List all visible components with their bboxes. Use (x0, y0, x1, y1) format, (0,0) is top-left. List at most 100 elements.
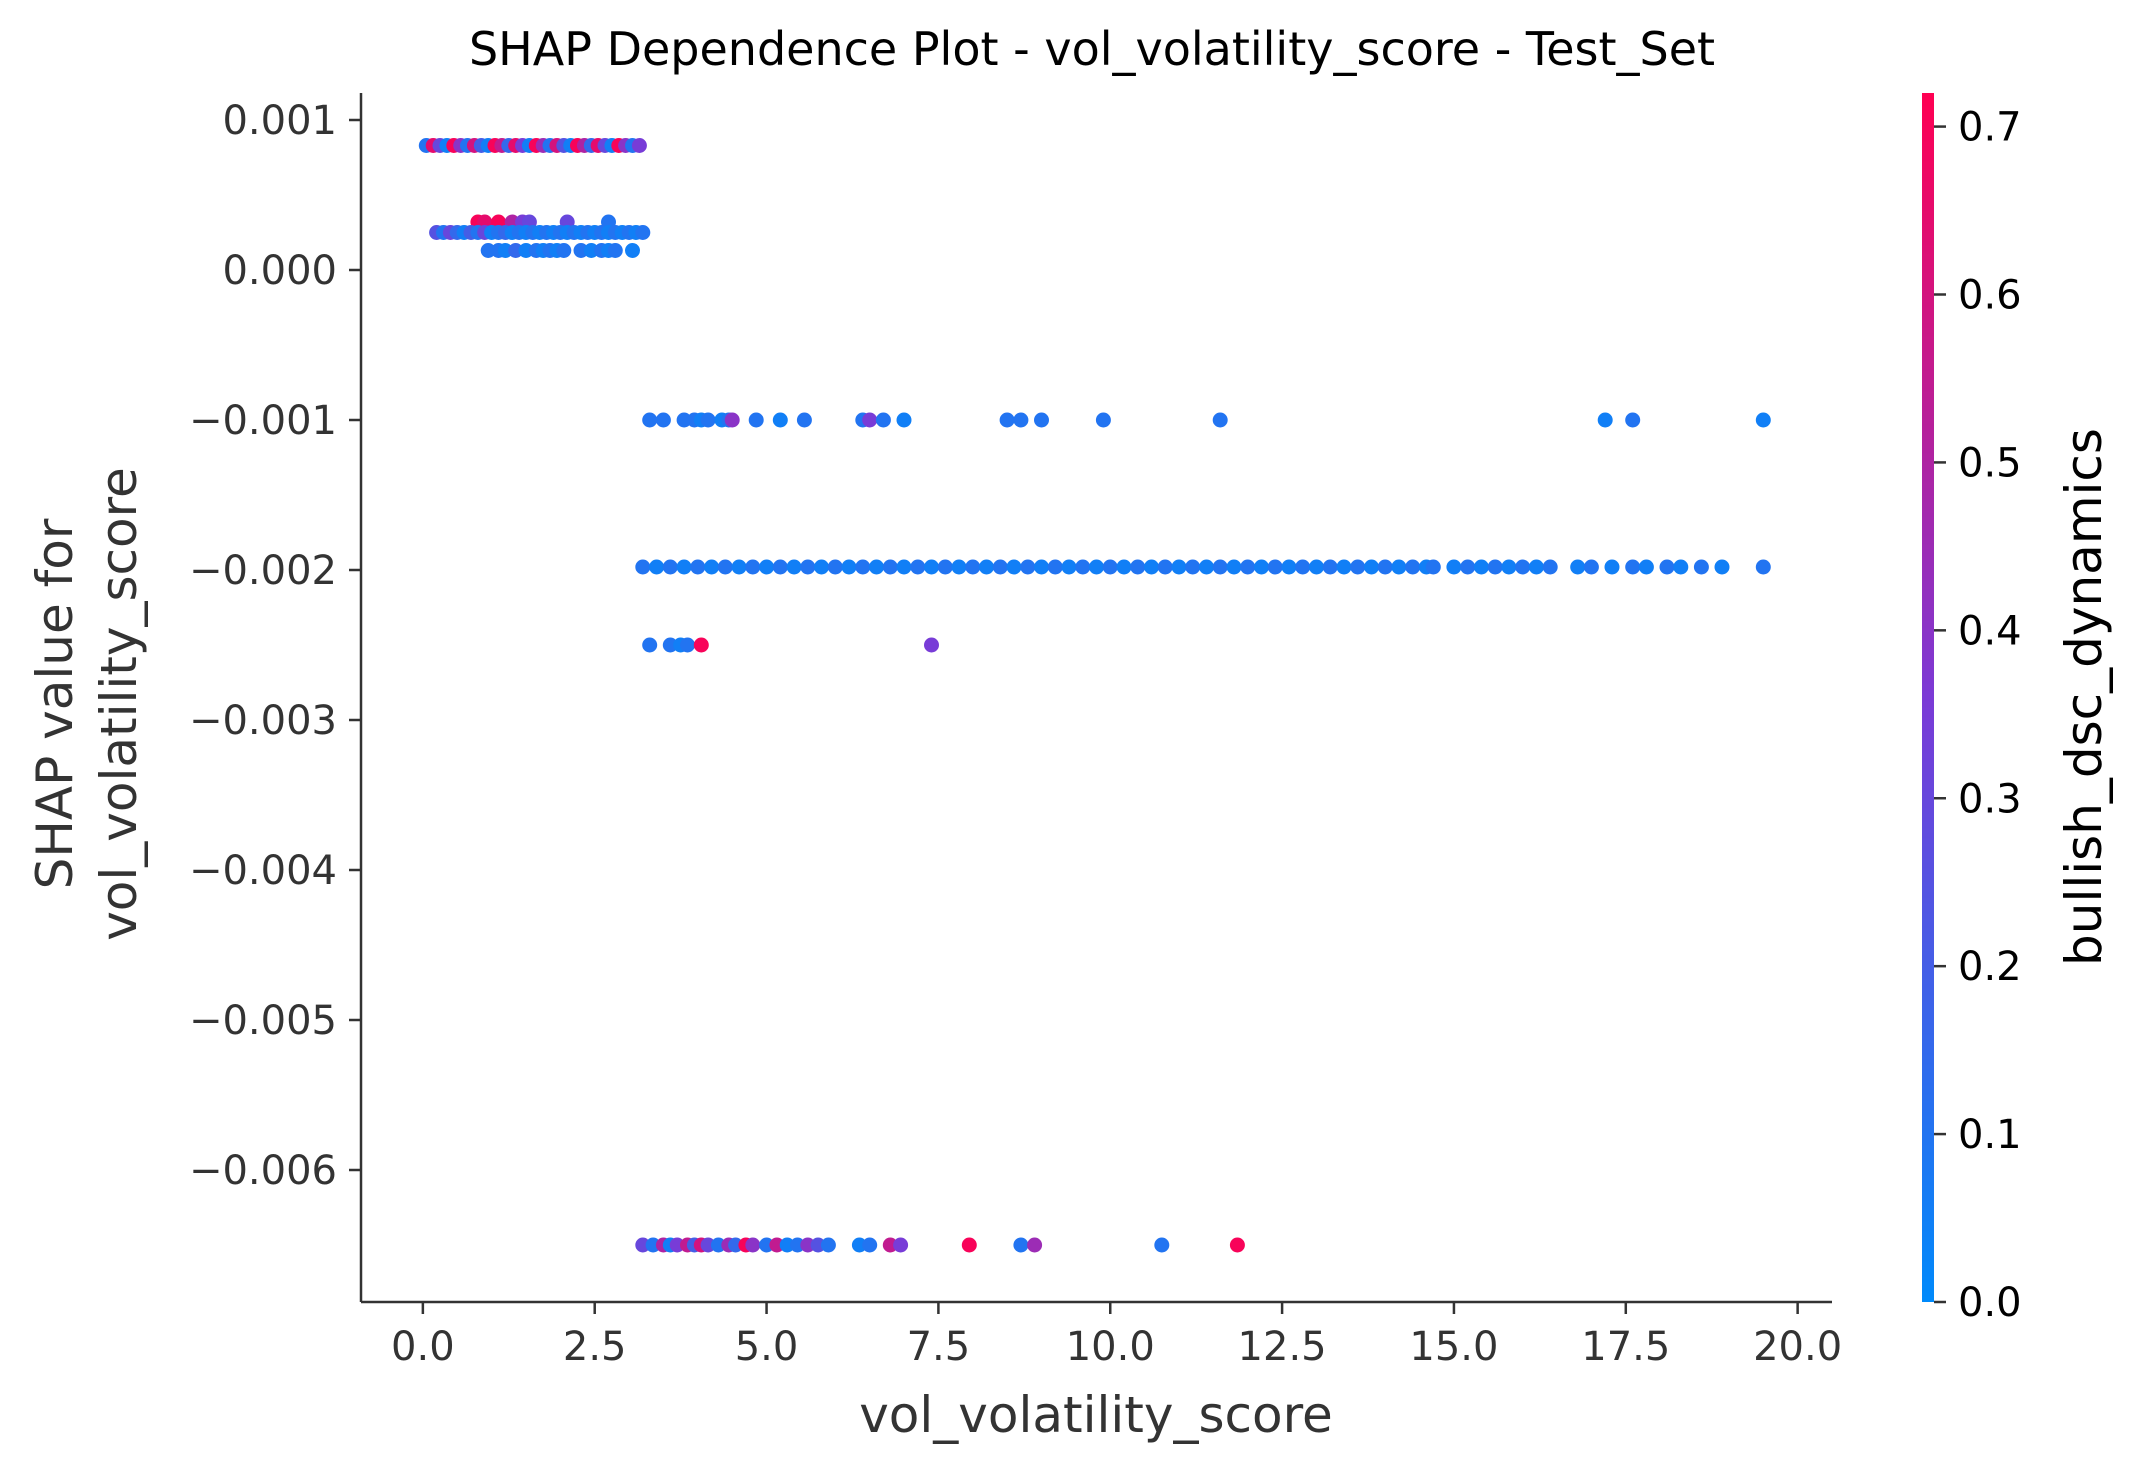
scatter-point (1020, 559, 1036, 575)
scatter-point (1364, 559, 1379, 575)
scatter-point (635, 1237, 651, 1253)
y-axis-label-line-1: SHAP value for (26, 518, 84, 889)
chart-title: SHAP Dependence Plot - vol_volatility_sc… (469, 22, 1715, 76)
scatter-point (1154, 1237, 1170, 1253)
scatter-point (1226, 559, 1242, 575)
y-axis-label-line-2: vol_volatility_score (90, 467, 148, 941)
scatter-point (1212, 559, 1228, 575)
scatter-point (1755, 559, 1771, 575)
scatter-point (1542, 559, 1558, 575)
colorbar-gradient (1922, 93, 1934, 1302)
scatter-point (631, 138, 647, 153)
scatter-point (1199, 559, 1214, 575)
scatter-point (1487, 559, 1503, 575)
scatter-point (924, 559, 939, 575)
scatter-point (1047, 559, 1063, 575)
scatter-point (655, 412, 671, 428)
scatter-point (1212, 412, 1228, 428)
scatter-point (1295, 559, 1311, 575)
scatter-point (1034, 559, 1049, 575)
scatter-point (896, 412, 912, 428)
x-tick-label: 2.5 (563, 1324, 627, 1370)
colorbar-tick-label: 0.7 (1958, 105, 2022, 151)
scatter-point (1391, 559, 1407, 575)
scatter-point (951, 559, 967, 575)
scatter-point (1157, 559, 1173, 575)
scatter-point (724, 412, 740, 428)
scatter-point (965, 559, 981, 575)
scatter-point (1267, 559, 1283, 575)
colorbar-tick-label: 0.0 (1958, 1280, 2022, 1326)
scatter-point (1130, 559, 1146, 575)
scatter-point (704, 559, 720, 575)
scatter-point (1673, 559, 1689, 575)
scatter-point (728, 1237, 744, 1253)
y-tick-label: 0.001 (222, 98, 337, 144)
scatter-point (893, 1237, 909, 1253)
scatter-point (642, 637, 658, 653)
scatter-point (556, 243, 572, 258)
scatter-point (1171, 559, 1187, 575)
scatter-point (635, 225, 651, 240)
scatter-point (1659, 559, 1675, 575)
scatter-point (1625, 412, 1641, 428)
scatter-point (979, 559, 994, 575)
scatter-point (800, 1237, 816, 1253)
scatter-point (745, 1237, 761, 1253)
scatter-point (1446, 559, 1462, 575)
scatter-point (1583, 559, 1599, 575)
y-tick-label: 0.000 (222, 248, 337, 294)
scatter-point (1638, 559, 1654, 575)
y-tick-label: −0.003 (189, 698, 337, 744)
scatter-point (1075, 559, 1091, 575)
scatter-point (1597, 412, 1613, 428)
x-axis-label: vol_volatility_score (859, 1386, 1333, 1444)
scatter-point (862, 412, 878, 428)
x-tick-label: 15.0 (1409, 1324, 1498, 1370)
scatter-point (635, 559, 651, 575)
scatter-point (1144, 559, 1159, 575)
scatter-point (518, 243, 534, 258)
scatter-point (841, 559, 857, 575)
y-tick-label: −0.004 (189, 848, 337, 894)
x-tick-label: 20.0 (1753, 1324, 1842, 1370)
scatter-point (1693, 559, 1709, 575)
x-tick-label: 12.5 (1238, 1324, 1327, 1370)
scatter-point (573, 243, 589, 258)
colorbar-tick-label: 0.5 (1958, 440, 2022, 486)
scatter-point (1604, 559, 1620, 575)
scatter-point (1027, 1237, 1043, 1253)
scatter-point (1425, 559, 1441, 575)
scatter-point (937, 559, 953, 575)
scatter-point (700, 412, 716, 428)
scatter-point (717, 559, 733, 575)
scatter-point (1625, 559, 1641, 575)
scatter-point (961, 1237, 977, 1253)
scatter-point (992, 559, 1008, 575)
scatter-point (1034, 412, 1049, 428)
scatter-point (497, 243, 513, 258)
scatter-point (1254, 559, 1269, 575)
scatter-point (896, 559, 912, 575)
scatter-point (645, 1237, 661, 1253)
scatter-point (1102, 559, 1118, 575)
scatter-point (910, 559, 926, 575)
scatter-point (800, 559, 816, 575)
scatter-point (1528, 559, 1544, 575)
scatter-point (1405, 559, 1421, 575)
scatter-point (508, 243, 524, 258)
scatter-point (583, 243, 599, 258)
scatter-point (796, 412, 812, 428)
scatter-point (748, 412, 764, 428)
scatter-point (1061, 559, 1077, 575)
scatter-point (607, 243, 623, 258)
colorbar-tick-label: 0.2 (1958, 944, 2022, 990)
scatter-point (710, 1237, 726, 1253)
scatter-point (1714, 559, 1730, 575)
scatter-point (1116, 559, 1132, 575)
scatter-point (1515, 559, 1531, 575)
scatter-point (625, 243, 640, 258)
colorbar-tick-label: 0.6 (1958, 273, 2022, 319)
scatter-point (662, 559, 678, 575)
